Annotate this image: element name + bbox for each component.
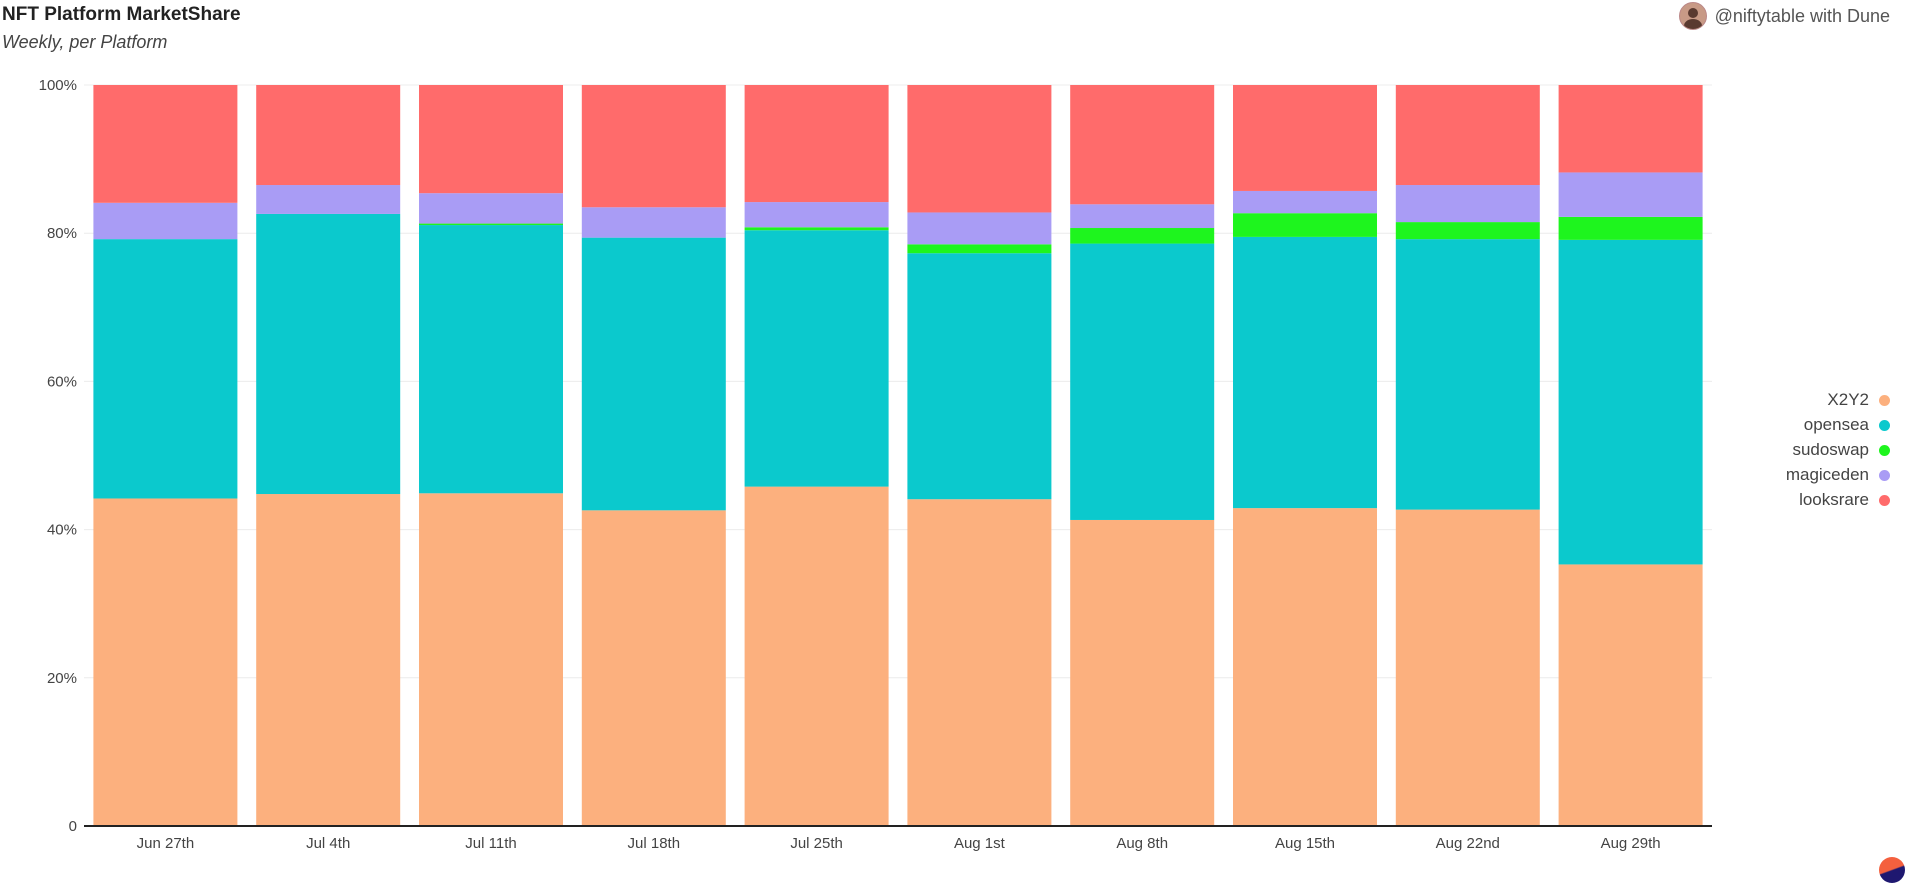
- bar-segment-sudoswap-8[interactable]: [1395, 222, 1540, 240]
- bar-segment-x2y2-2[interactable]: [419, 493, 563, 826]
- bar-segment-sudoswap-4[interactable]: [744, 227, 889, 231]
- bar-segment-sudoswap-5[interactable]: [907, 244, 1052, 254]
- stacked-bar-chart: 0 20% 40% 60% 80% 100% Jun 27th Jul 4th Jul 11th…: [39, 77, 1712, 852]
- y-tick-label: 100%: [39, 77, 77, 94]
- legend-dot: [1879, 469, 1890, 481]
- dune-logo-icon[interactable]: [1879, 857, 1905, 883]
- bar-segment-looksrare-0[interactable]: [93, 85, 238, 203]
- bar-segment-sudoswap-2[interactable]: [419, 223, 563, 226]
- y-tick-label: 20%: [47, 670, 77, 687]
- x-tick-label: Aug 1st: [954, 835, 1006, 852]
- y-tick-label: 80%: [47, 225, 77, 242]
- bar-segment-looksrare-2[interactable]: [419, 85, 563, 194]
- bar-segment-looksrare-7[interactable]: [1233, 85, 1377, 191]
- bar-segment-sudoswap-6[interactable]: [1070, 228, 1215, 244]
- bar-segment-opensea-7[interactable]: [1233, 236, 1377, 509]
- bar-segment-opensea-6[interactable]: [1070, 243, 1215, 520]
- legend-dot: [1879, 419, 1890, 431]
- bar-segment-magiceden-4[interactable]: [744, 202, 889, 228]
- bar-segment-magiceden-5[interactable]: [907, 212, 1052, 245]
- y-tick-label: 60%: [47, 373, 77, 390]
- bar-segment-x2y2-9[interactable]: [1558, 564, 1703, 826]
- legend-label: magiceden: [1785, 465, 1869, 484]
- bars: [93, 85, 1703, 826]
- y-tick-label: 40%: [47, 522, 77, 539]
- x-tick-label: Jul 11th: [465, 835, 516, 852]
- legend-item-x2y2[interactable]: X2Y2: [1827, 390, 1890, 410]
- x-tick-label: Jul 4th: [306, 835, 350, 852]
- x-tick-label: Jul 18th: [628, 835, 681, 852]
- bar-segment-magiceden-3[interactable]: [581, 207, 726, 238]
- bar-segment-magiceden-0[interactable]: [93, 202, 238, 240]
- bar-segment-x2y2-3[interactable]: [581, 510, 726, 826]
- legend-item-looksrare[interactable]: looksrare: [1799, 490, 1890, 510]
- bar-segment-magiceden-9[interactable]: [1558, 172, 1703, 217]
- legend-dot: [1879, 494, 1890, 506]
- bar-segment-sudoswap-9[interactable]: [1558, 216, 1703, 240]
- x-tick-label: Aug 8th: [1116, 835, 1168, 852]
- bar-segment-x2y2-5[interactable]: [907, 499, 1052, 826]
- bar-segment-magiceden-6[interactable]: [1070, 204, 1215, 229]
- bar-segment-magiceden-2[interactable]: [419, 193, 563, 224]
- bar-segment-opensea-4[interactable]: [744, 230, 889, 487]
- legend-dot: [1879, 394, 1890, 406]
- bar-segment-opensea-2[interactable]: [419, 225, 563, 494]
- bar-segment-opensea-8[interactable]: [1395, 239, 1540, 510]
- y-tick-label: 0: [69, 818, 77, 835]
- bar-segment-x2y2-0[interactable]: [93, 498, 238, 826]
- bar-segment-looksrare-8[interactable]: [1395, 85, 1540, 186]
- bar-segment-looksrare-4[interactable]: [744, 85, 889, 203]
- bar-segment-x2y2-7[interactable]: [1233, 508, 1377, 826]
- bar-segment-sudoswap-7[interactable]: [1233, 213, 1377, 237]
- bar-segment-opensea-3[interactable]: [581, 237, 726, 511]
- bar-segment-x2y2-1[interactable]: [256, 494, 401, 826]
- credit-text[interactable]: @niftytable with Dune: [1714, 5, 1890, 26]
- bar-segment-x2y2-4[interactable]: [744, 486, 889, 826]
- legend: X2Y2 opensea sudoswap magiceden looksrar…: [1786, 390, 1890, 510]
- legend-label: opensea: [1803, 415, 1869, 434]
- bar-segment-looksrare-5[interactable]: [907, 85, 1052, 213]
- x-tick-label: Aug 15th: [1275, 835, 1335, 852]
- legend-item-sudoswap[interactable]: sudoswap: [1792, 440, 1890, 460]
- bar-segment-magiceden-7[interactable]: [1233, 190, 1377, 214]
- legend-label: looksrare: [1799, 490, 1869, 509]
- author-credit[interactable]: @niftytable with Dune: [1678, 2, 1890, 30]
- x-tick-label: Aug 29th: [1601, 835, 1661, 852]
- bar-segment-opensea-5[interactable]: [907, 253, 1052, 500]
- chart-subtitle: Weekly, per Platform: [2, 32, 168, 52]
- x-tick-label: Jun 27th: [137, 835, 195, 852]
- bar-segment-opensea-1[interactable]: [256, 213, 401, 495]
- x-tick-label: Aug 22nd: [1436, 835, 1500, 852]
- axes: 0 20% 40% 60% 80% 100% Jun 27th Jul 4th Jul 11th…: [39, 77, 1712, 852]
- bar-segment-x2y2-8[interactable]: [1395, 509, 1540, 826]
- legend-item-opensea[interactable]: opensea: [1804, 415, 1890, 435]
- avatar[interactable]: [1678, 2, 1707, 30]
- x-tick-label: Jul 25th: [790, 835, 843, 852]
- legend-item-magiceden[interactable]: magiceden: [1786, 465, 1890, 485]
- bar-segment-opensea-0[interactable]: [93, 239, 238, 499]
- legend-dot: [1879, 444, 1890, 456]
- legend-label: sudoswap: [1792, 440, 1869, 459]
- bar-segment-magiceden-8[interactable]: [1395, 185, 1540, 223]
- legend-label: X2Y2: [1827, 390, 1869, 409]
- bar-segment-opensea-9[interactable]: [1558, 239, 1703, 565]
- chart-title: NFT Platform MarketShare: [2, 4, 241, 25]
- bar-segment-x2y2-6[interactable]: [1070, 519, 1215, 826]
- bar-segment-looksrare-6[interactable]: [1070, 85, 1215, 205]
- bar-segment-looksrare-1[interactable]: [256, 85, 401, 186]
- bar-segment-looksrare-3[interactable]: [581, 85, 726, 208]
- bar-segment-looksrare-9[interactable]: [1558, 85, 1703, 173]
- bar-segment-magiceden-1[interactable]: [256, 185, 401, 214]
